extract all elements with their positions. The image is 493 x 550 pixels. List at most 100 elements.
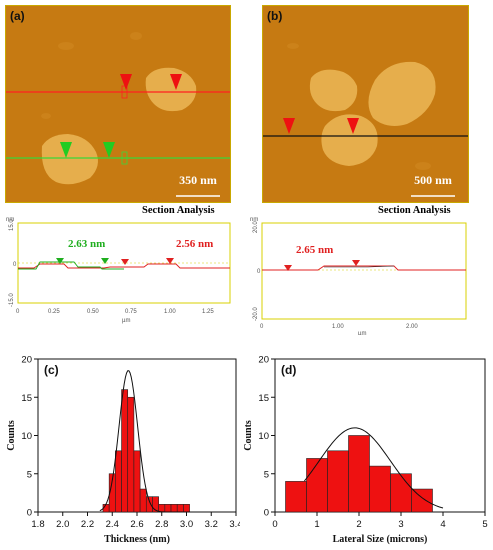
x-axis-title: Thickness (nm): [104, 534, 170, 545]
profile-green: [18, 261, 124, 270]
section-title-a: Section Analysis: [142, 205, 215, 216]
histogram-bar: [133, 450, 141, 513]
marker-red-1: [120, 74, 132, 90]
y-tick-label: 10: [258, 431, 269, 442]
y-tick-label: 20: [21, 355, 32, 366]
histogram-bar: [170, 504, 178, 513]
section-a-xtick-3: 0.75: [125, 309, 137, 315]
histogram-bar: [285, 481, 307, 513]
section-a-unit-top: nm: [6, 217, 14, 223]
section-a-xtick-4: 1.00: [164, 309, 176, 315]
section-a-xtick-0: 0: [16, 309, 20, 315]
section-a-annotation-green: 2.63 nm: [68, 238, 106, 250]
section-a-ytick-top: 15.0: [9, 219, 15, 231]
marker-red-b-2: [347, 118, 359, 134]
section-a-xtick-5: 1.25: [202, 309, 214, 315]
section-a-marker-red-2: [166, 258, 174, 264]
x-tick-label: 2.6: [130, 519, 143, 530]
histogram-bar: [176, 504, 184, 513]
histogram-bar: [183, 504, 190, 513]
histogram-bar: [115, 450, 122, 513]
histogram-bar: [164, 504, 172, 513]
histogram-bar: [158, 504, 166, 513]
x-tick-label: 0: [272, 519, 277, 530]
x-tick-label: 2.0: [56, 519, 69, 530]
histogram-bar: [411, 488, 433, 513]
section-a-marker-green-1: [56, 258, 64, 264]
x-tick-label: 2: [356, 519, 361, 530]
section-a-annotation-red: 2.56 nm: [176, 238, 214, 250]
flake-b-2: [368, 61, 436, 126]
section-b-xtick-2: 2.00: [406, 324, 418, 330]
x-tick-label: 3.0: [180, 519, 193, 530]
section-a-xtick-1: 0.25: [48, 309, 60, 315]
histogram-lateral-size: 0 1 2 3 4 5 0 5 10 15 20 Lateral Size (microns) Coun…: [243, 355, 488, 546]
histogram-bar: [390, 473, 412, 513]
x-tick-label: 3.2: [205, 519, 218, 530]
section-b-frame: [261, 222, 467, 320]
section-a-ytick-zero: 0: [13, 262, 17, 268]
section-b-marker-red-2: [352, 260, 360, 266]
scale-bar-label-b: 500 nm: [414, 173, 452, 187]
afm-image-b: (b) 500 nm: [262, 5, 469, 203]
afm-image-a-svg: [6, 6, 230, 202]
y-tick-label: 5: [27, 469, 32, 480]
afm-image-a: (a) 350 nm: [5, 5, 231, 203]
y-axis-title: Counts: [243, 420, 254, 451]
x-tick-label: 3: [398, 519, 403, 530]
y-tick-label: 10: [21, 431, 32, 442]
y-tick-label: 15: [258, 393, 269, 404]
marker-red-b-1: [283, 118, 295, 134]
marker-green-2: [103, 142, 115, 158]
profile-b: [262, 265, 466, 271]
section-b-annotation-red: 2.65 nm: [296, 244, 334, 256]
histogram-bar: [127, 396, 135, 513]
section-a-marker-red-1: [121, 259, 129, 265]
panel-label: (d): [281, 363, 296, 377]
x-tick-label: 5: [482, 519, 487, 530]
histogram-bar: [139, 488, 147, 513]
histogram-bar: [327, 450, 349, 513]
section-a-xtick-2: 0.50: [87, 309, 99, 315]
section-b-marker-red-1: [284, 265, 292, 271]
section-b-xtick-1: 1.00: [332, 324, 344, 330]
section-b-unit-top: nm: [250, 217, 258, 223]
gaussian-fit-curve: [99, 370, 193, 513]
histogram-bar: [306, 458, 328, 513]
flake-red: [145, 67, 197, 112]
section-a-unit-x: µm: [122, 318, 130, 324]
section-b-unit-x: µm: [358, 331, 366, 335]
histogram-bar: [145, 496, 153, 513]
histogram-thickness: 1.8 2.0 2.2 2.4 2.6 2.8 3.0 3.2 3.4 0 5 10 15 20 Thick…: [6, 355, 240, 546]
section-a-marker-green-2: [101, 258, 109, 264]
gaussian-fit-curve: [304, 427, 444, 509]
section-plot-b: nm 20.0 0 -20.0 0 1.00 2.00 µm: [248, 215, 470, 337]
marker-red-2: [170, 74, 182, 90]
panel-label-b: (b): [267, 9, 283, 23]
flake-b-1: [309, 69, 358, 112]
x-tick-label: 2.2: [81, 519, 94, 530]
flake-green: [41, 134, 98, 185]
y-tick-label: 20: [258, 355, 269, 366]
y-tick-label: 0: [27, 508, 32, 519]
section-b-xtick-0: 0: [260, 324, 264, 330]
x-tick-label: 4: [440, 519, 445, 530]
cursor-box-green: [121, 151, 128, 165]
panel-label: (c): [44, 363, 59, 377]
section-title-b: Section Analysis: [378, 205, 451, 216]
flake-b-3: [321, 114, 378, 166]
profile-red: [18, 263, 230, 269]
x-tick-label: 2.4: [106, 519, 119, 530]
x-tick-label: 1.8: [31, 519, 44, 530]
marker-green-1: [60, 142, 72, 158]
x-tick-label: 2.8: [155, 519, 168, 530]
profile-b-dark: [324, 265, 395, 268]
x-tick-label: 3.4: [229, 519, 240, 530]
section-a-ytick-bottom: -15.0: [9, 293, 15, 307]
scale-bar-label-a: 350 nm: [179, 173, 217, 187]
section-b-ytick-bottom: -20.0: [253, 307, 259, 321]
panel-label-a: (a): [10, 9, 25, 23]
x-axis-title: Lateral Size (microns): [333, 534, 428, 545]
section-b-ytick-zero: 0: [257, 269, 261, 275]
y-axis-title: Counts: [6, 420, 17, 451]
